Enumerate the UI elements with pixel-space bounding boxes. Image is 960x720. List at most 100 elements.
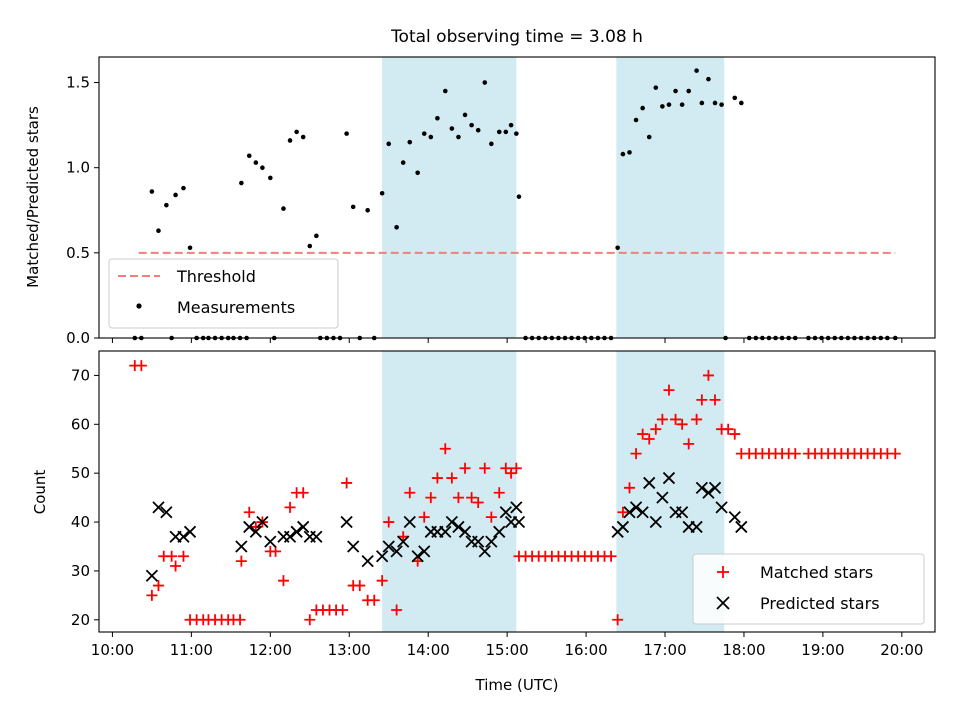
predicted-star-marker xyxy=(690,520,703,534)
matched-star-marker xyxy=(170,560,182,572)
measurement-point xyxy=(503,129,509,135)
y-tick-label: 40 xyxy=(71,513,90,531)
predicted-star-marker xyxy=(499,506,512,519)
matched-star-marker xyxy=(404,487,416,499)
measurement-point xyxy=(719,102,724,107)
predicted-star-marker xyxy=(510,501,523,514)
x-tick-label: 11:00 xyxy=(170,641,213,659)
measurement-point xyxy=(673,88,678,94)
top-legend: Threshold Measurements xyxy=(108,258,339,329)
measurement-point xyxy=(653,85,659,90)
measurement-point xyxy=(156,228,161,234)
matched-star-marker xyxy=(696,394,708,406)
matched-star-marker xyxy=(630,448,642,460)
shaded-interval xyxy=(382,351,517,632)
matched-star-marker xyxy=(391,604,403,616)
measurement-point xyxy=(475,127,481,133)
bottom-panel: 20 30 40 50 60 70 10:00 11:00 12:00 13:00 14:00 15… xyxy=(31,350,936,694)
predicted-star-marker xyxy=(390,545,403,558)
legend-measurements-swatch xyxy=(136,303,142,309)
measurement-point xyxy=(660,104,665,109)
measurement-point xyxy=(615,245,620,251)
matched-star-marker xyxy=(368,594,380,606)
predicted-stars-points xyxy=(145,471,748,582)
predicted-star-marker xyxy=(183,525,197,538)
matched-star-marker xyxy=(337,604,349,616)
matched-star-marker xyxy=(425,492,437,504)
matched-star-marker xyxy=(431,472,443,484)
matched-star-marker xyxy=(663,384,675,396)
measurement-point xyxy=(456,134,461,140)
matched-stars-points xyxy=(129,360,901,626)
matched-star-marker xyxy=(643,433,655,445)
legend-predicted-swatch xyxy=(716,596,730,610)
predicted-star-marker xyxy=(310,530,323,543)
measurement-point xyxy=(253,160,259,165)
measurement-point xyxy=(699,100,705,106)
measurement-point xyxy=(365,207,370,213)
matched-star-marker xyxy=(676,418,688,430)
matched-star-marker xyxy=(297,487,309,499)
predicted-star-marker xyxy=(735,520,748,534)
measurement-point xyxy=(449,126,455,131)
measurement-point xyxy=(442,88,448,94)
measurement-point xyxy=(164,202,169,208)
predicted-star-marker xyxy=(249,525,262,538)
measurement-point xyxy=(287,138,293,143)
matched-star-marker xyxy=(485,511,497,523)
predicted-star-marker xyxy=(177,530,190,543)
bottom-y-axis: 20 30 40 50 60 70 xyxy=(71,366,99,629)
predicted-star-marker xyxy=(478,545,491,558)
predicted-star-marker xyxy=(715,501,728,514)
predicted-star-marker xyxy=(152,501,165,514)
matched-star-marker xyxy=(510,462,522,474)
matched-star-marker xyxy=(505,467,517,479)
predicted-star-marker xyxy=(283,530,297,543)
x-tick-label: 17:00 xyxy=(643,641,686,659)
matched-star-marker xyxy=(650,423,662,435)
measurement-point xyxy=(246,153,252,159)
predicted-star-marker xyxy=(472,535,485,548)
measurement-point xyxy=(350,204,356,210)
predicted-star-marker xyxy=(636,506,649,519)
predicted-star-marker xyxy=(256,515,269,529)
measurement-point xyxy=(314,233,319,239)
matched-star-marker xyxy=(146,589,158,601)
predicted-star-marker xyxy=(616,520,630,534)
measurement-point xyxy=(496,129,502,135)
predicted-star-marker xyxy=(695,481,708,494)
predicted-star-marker xyxy=(439,525,452,538)
top-panel: 0.0 0.5 1.0 1.5 Matched/Predicted stars Thr… xyxy=(24,56,936,347)
predicted-star-marker xyxy=(662,471,676,485)
measurement-point xyxy=(421,131,427,136)
x-tick-label: 14:00 xyxy=(407,641,450,659)
measurement-point xyxy=(712,100,718,106)
x-tick-label: 16:00 xyxy=(564,641,607,659)
legend-predicted-label: Predicted stars xyxy=(760,594,880,613)
predicted-star-marker xyxy=(347,540,360,553)
y-tick-label: 1.5 xyxy=(66,74,90,92)
y-tick-label: 1.0 xyxy=(66,159,90,177)
predicted-star-marker xyxy=(629,501,643,514)
measurement-point xyxy=(415,170,420,176)
matched-star-marker xyxy=(493,487,505,499)
matched-star-marker xyxy=(439,443,451,455)
predicted-star-marker xyxy=(656,491,669,504)
measurement-point xyxy=(686,88,691,94)
shaded-interval xyxy=(382,57,517,338)
matched-star-marker xyxy=(277,575,289,587)
predicted-star-marker xyxy=(649,515,662,529)
measurement-point xyxy=(344,131,349,136)
measurement-point xyxy=(400,160,406,165)
measurement-point xyxy=(379,190,385,196)
measurement-points xyxy=(132,68,898,341)
matched-star-marker xyxy=(683,438,695,450)
measurement-point xyxy=(694,68,699,73)
measurement-point xyxy=(633,117,639,123)
matched-star-marker xyxy=(459,462,471,474)
predicted-star-marker xyxy=(702,486,715,499)
measurement-point xyxy=(666,102,672,107)
predicted-star-marker xyxy=(243,520,256,534)
predicted-star-marker xyxy=(340,515,353,529)
legend-matched-swatch xyxy=(717,566,729,578)
